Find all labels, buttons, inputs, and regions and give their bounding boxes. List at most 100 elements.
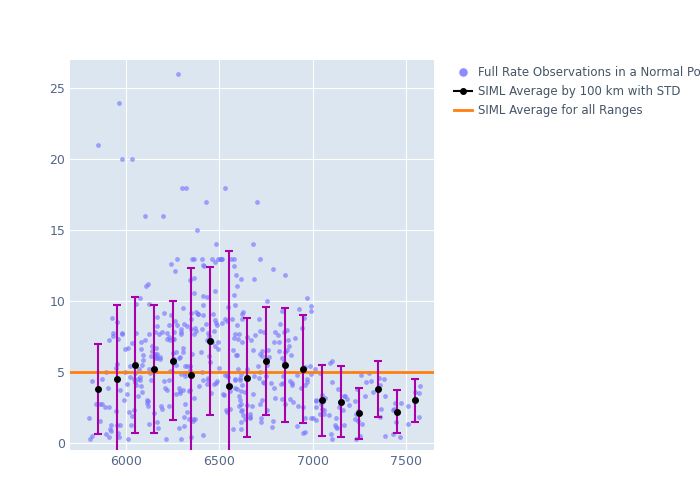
Point	[160, 384, 171, 392]
Point	[106, 427, 117, 435]
Point	[207, 310, 218, 318]
Point	[206, 388, 217, 396]
Point	[225, 404, 236, 412]
Point	[135, 344, 146, 352]
Point	[286, 351, 297, 359]
Point	[296, 324, 307, 332]
Point	[144, 420, 155, 428]
Point	[349, 415, 360, 423]
Point	[161, 330, 172, 338]
Point	[197, 325, 208, 333]
Point	[195, 348, 206, 356]
Point	[167, 349, 178, 357]
Point	[168, 328, 179, 336]
Point	[96, 375, 107, 383]
Point	[204, 352, 215, 360]
Point	[128, 406, 139, 414]
Point	[213, 364, 224, 372]
Point	[153, 330, 164, 338]
Point	[394, 433, 405, 441]
Point	[94, 400, 106, 408]
Point	[258, 378, 269, 386]
Point	[310, 396, 321, 404]
Point	[238, 412, 249, 420]
Point	[188, 254, 199, 262]
Point	[104, 434, 115, 442]
Point	[229, 254, 240, 262]
Point	[229, 334, 240, 342]
Point	[221, 408, 232, 416]
Point	[235, 418, 246, 426]
Point	[269, 328, 280, 336]
Point	[279, 270, 290, 278]
Point	[241, 364, 253, 372]
Point	[234, 402, 245, 409]
Point	[249, 332, 260, 340]
Point	[314, 410, 325, 418]
Point	[201, 198, 212, 206]
Point	[117, 156, 128, 164]
Point	[230, 375, 241, 383]
Point	[343, 401, 354, 409]
Point	[208, 380, 219, 388]
Point	[202, 374, 214, 382]
Point	[276, 354, 288, 362]
Point	[236, 382, 247, 390]
Point	[172, 321, 183, 329]
Point	[201, 320, 212, 328]
Point	[254, 368, 265, 376]
Point	[229, 290, 240, 298]
Point	[185, 362, 196, 370]
Point	[130, 369, 141, 377]
Point	[297, 429, 308, 437]
Point	[141, 396, 153, 404]
Point	[175, 353, 186, 361]
Point	[108, 329, 119, 337]
Point	[173, 70, 184, 78]
Point	[229, 384, 240, 392]
Point	[235, 386, 246, 394]
Point	[232, 282, 243, 290]
Point	[164, 366, 176, 374]
Point	[85, 434, 96, 442]
Point	[280, 400, 291, 408]
Point	[295, 384, 306, 392]
Point	[262, 346, 274, 354]
Point	[105, 420, 116, 428]
Point	[291, 371, 302, 379]
Point	[154, 353, 165, 361]
Point	[356, 420, 368, 428]
Point	[197, 254, 208, 262]
Point	[194, 382, 205, 390]
Point	[342, 396, 353, 404]
Point	[356, 370, 367, 378]
Point	[111, 318, 122, 326]
Point	[187, 350, 198, 358]
Point	[234, 376, 246, 384]
Point	[84, 414, 95, 422]
Point	[171, 362, 182, 370]
Point	[181, 322, 193, 330]
Point	[360, 378, 372, 386]
Point	[338, 421, 349, 429]
Point	[155, 355, 166, 363]
Point	[201, 292, 212, 300]
Point	[269, 394, 280, 402]
Point	[229, 262, 240, 270]
Point	[191, 226, 202, 234]
Point	[176, 184, 188, 192]
Point	[235, 425, 246, 433]
Point	[255, 254, 266, 262]
Point	[353, 408, 364, 416]
Point	[174, 354, 185, 362]
Point	[239, 388, 251, 396]
Point	[122, 434, 134, 442]
Point	[126, 412, 137, 420]
Point	[143, 402, 154, 410]
Point	[210, 378, 221, 386]
Point	[305, 302, 316, 310]
Point	[116, 330, 127, 338]
Point	[366, 378, 377, 386]
Point	[255, 400, 266, 407]
Point	[241, 401, 252, 409]
